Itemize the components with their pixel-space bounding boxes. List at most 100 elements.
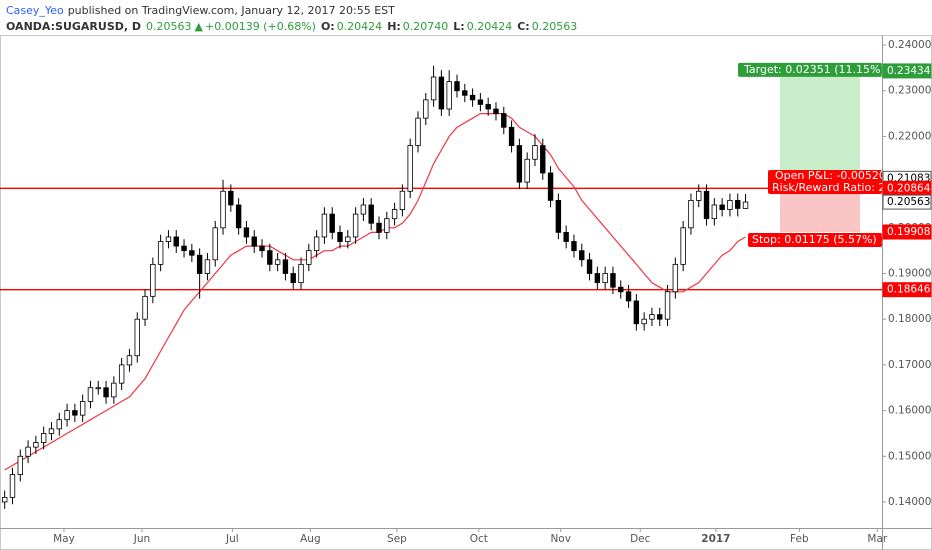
candle-body	[742, 201, 749, 209]
y-tick-label: 0.19000	[888, 268, 931, 280]
candle-body	[298, 263, 304, 284]
candle-body	[508, 126, 515, 146]
x-tick-label: Sep	[387, 533, 407, 545]
candle-body	[352, 213, 359, 238]
candle-body	[282, 259, 289, 274]
x-tick-label: Dec	[630, 533, 651, 545]
candle-body	[384, 218, 390, 233]
candle-body	[633, 300, 640, 325]
plot-area: Target: 0.02351 (11.15%) 2 Open P&L: -0.0…	[0, 62, 895, 509]
candle-body	[555, 199, 562, 233]
y-tick-label: 0.15000	[888, 450, 931, 462]
candle-body	[33, 442, 39, 448]
change: +0.00139 (+0.68%)	[205, 20, 316, 33]
candle-body	[696, 190, 702, 201]
candle-body	[547, 172, 554, 201]
axes: 0.14000 0.15000 0.16000 0.17000 0.18000 0.190…	[53, 39, 932, 545]
x-tick-label: Nov	[550, 533, 571, 545]
candle-body	[423, 99, 429, 119]
candle-body	[243, 227, 250, 238]
target-label: Target: 0.02351 (11.15%) 2	[743, 63, 895, 76]
candle-body	[313, 236, 320, 252]
candle-body	[735, 199, 741, 209]
price-label: 0.20864	[887, 182, 931, 194]
candle-body	[727, 199, 733, 210]
candle-body	[56, 419, 62, 430]
y-tick-label: 0.23000	[888, 85, 931, 97]
price-label: 0.20563	[887, 196, 930, 208]
author[interactable]: Casey_Yeo	[6, 4, 64, 17]
candle-body	[657, 314, 663, 320]
o: 0.20424	[337, 20, 383, 33]
x-tick-label: May	[53, 533, 75, 545]
candle-body	[469, 94, 476, 101]
candle-body	[664, 291, 671, 320]
candle-body	[40, 433, 47, 443]
candle-body	[48, 428, 55, 434]
candle-body	[719, 204, 725, 210]
price-label-box	[882, 63, 932, 79]
up-arrow: ▲	[195, 20, 204, 33]
price-label-box	[882, 282, 932, 298]
candle-body	[594, 273, 601, 284]
candle-body	[103, 387, 109, 398]
candle-body	[306, 250, 312, 265]
x-tick-label: Jun	[133, 533, 150, 545]
candle-body	[688, 199, 694, 229]
header-line1: Casey_Yeo published on TradingView.com, J…	[6, 4, 395, 17]
candle-body	[345, 236, 351, 242]
y-tick-label: 0.14000	[888, 496, 931, 508]
candle-body	[524, 158, 530, 183]
candle-body	[438, 76, 445, 110]
candle-body	[337, 231, 343, 242]
l-label: L:	[453, 20, 464, 33]
x-tick-label: Mar	[867, 533, 887, 545]
candle-body	[376, 222, 382, 233]
pnl-label-box	[768, 170, 882, 194]
candle-body	[25, 446, 31, 457]
y-tick-label: 0.24000	[888, 39, 931, 51]
c: 0.20563	[532, 20, 578, 33]
y-tick-label: 0.18000	[888, 313, 931, 325]
h: 0.20740	[403, 20, 449, 33]
price-label: 0.23434	[887, 65, 931, 77]
candle-body	[446, 81, 452, 110]
candle-body	[641, 318, 647, 325]
y-tick-label: 0.16000	[888, 405, 931, 417]
rr-label: Risk/Reward Ratio: 2	[772, 181, 885, 194]
candle-body	[220, 190, 226, 229]
candle-body	[79, 401, 86, 416]
y-tick-label: 0.17000	[888, 359, 931, 371]
candle-body	[165, 236, 172, 242]
target-label-box	[738, 62, 882, 77]
candle-body	[399, 190, 406, 210]
x-tick-label: Jul	[225, 533, 239, 545]
candle-body	[267, 250, 273, 265]
candle-body	[111, 382, 117, 398]
candle-body	[87, 387, 94, 402]
header-line2: OANDA:SUGARUSD, D 0.20563 ▲ +0.00139 (+0.68…	[6, 20, 577, 33]
candle-body	[477, 99, 484, 105]
candle-body	[672, 263, 679, 293]
candle-body	[126, 355, 133, 366]
candle-body	[711, 204, 718, 220]
candle-body	[64, 410, 70, 421]
candle-body	[290, 273, 296, 284]
target-zone	[780, 70, 860, 179]
candle-body	[407, 145, 413, 192]
candle-body	[95, 387, 101, 390]
candle-body	[462, 90, 468, 96]
candle-body	[571, 241, 577, 252]
candle-body	[703, 190, 710, 220]
candle-body	[157, 241, 164, 265]
candle-body	[680, 227, 686, 265]
candle-body	[9, 474, 16, 498]
candle-body	[649, 314, 655, 320]
candle-body	[251, 236, 257, 247]
candle-body	[579, 250, 585, 261]
price-label-box	[882, 224, 932, 240]
candle-body	[493, 108, 499, 114]
candle-body	[118, 364, 125, 384]
